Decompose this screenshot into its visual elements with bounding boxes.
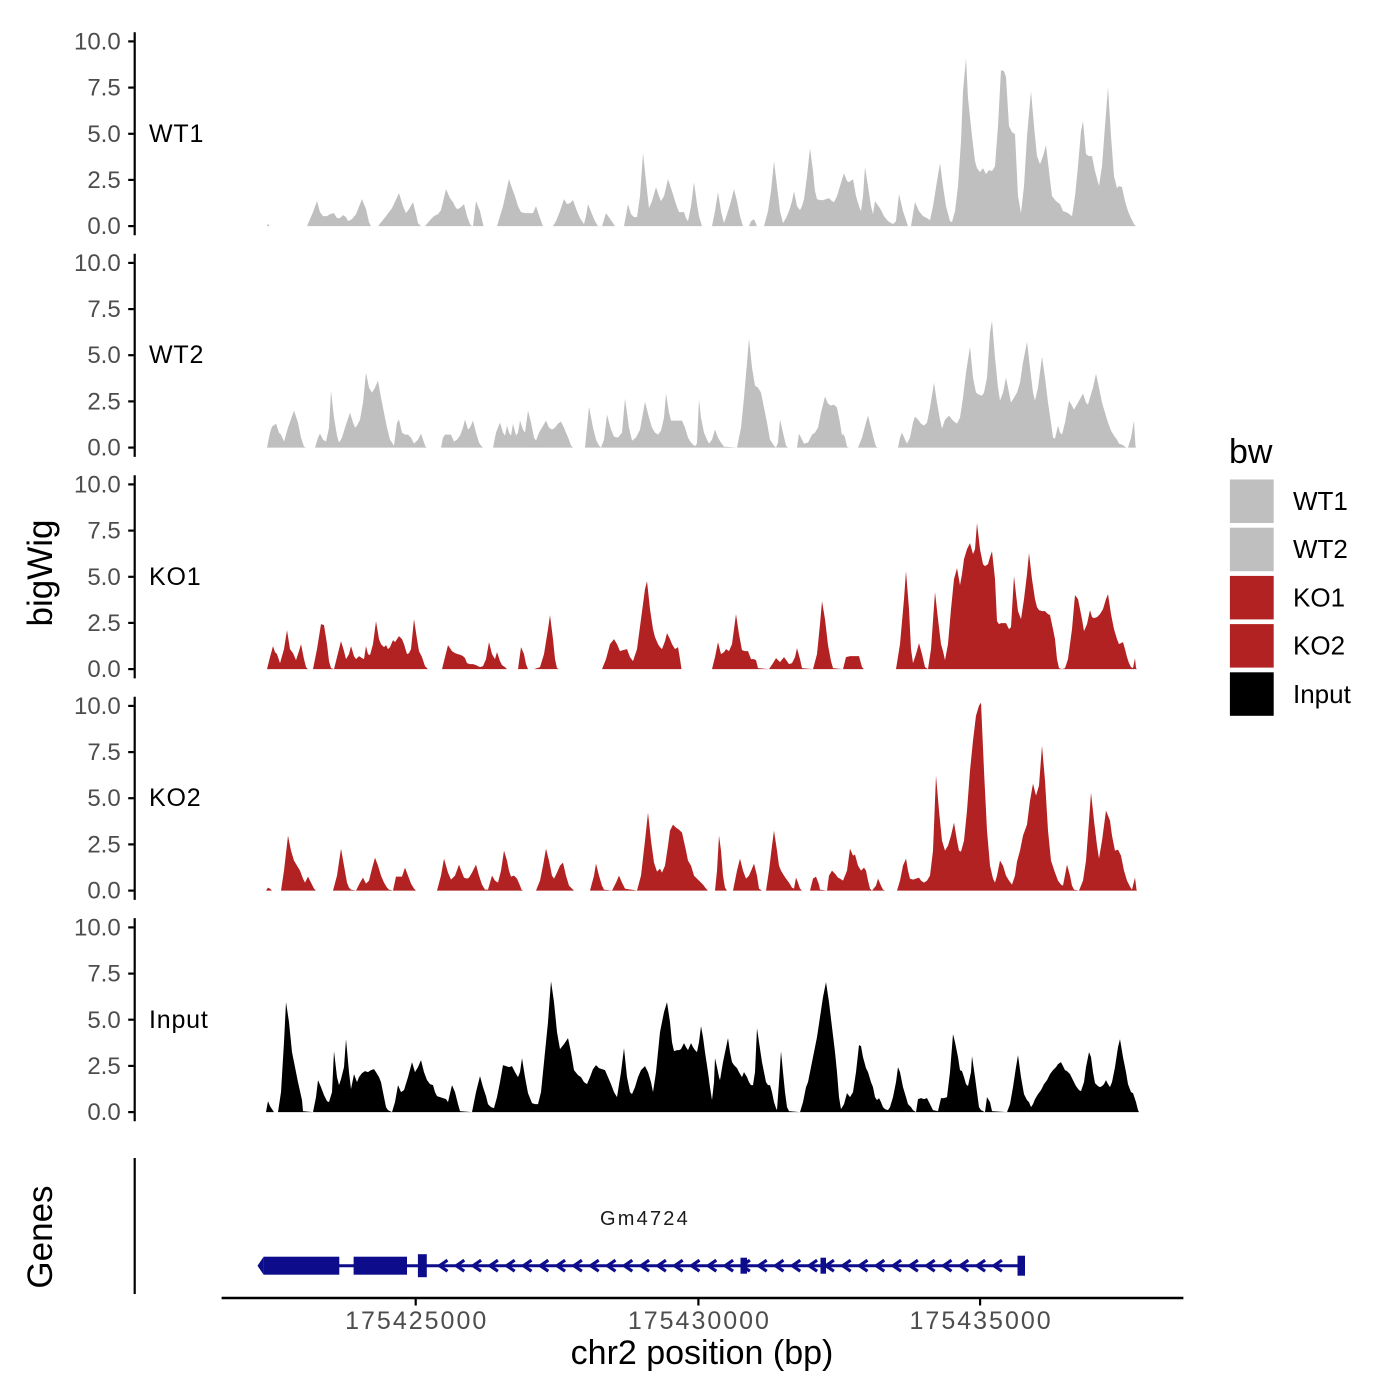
svg-text:0.0: 0.0 xyxy=(87,878,120,905)
svg-text:Genes: Genes xyxy=(21,1185,60,1288)
svg-text:Input: Input xyxy=(1293,679,1352,709)
svg-text:5.0: 5.0 xyxy=(87,564,120,591)
svg-text:WT2: WT2 xyxy=(1293,534,1348,564)
svg-text:5.0: 5.0 xyxy=(87,785,120,812)
svg-text:7.5: 7.5 xyxy=(87,296,120,323)
svg-text:bigWig: bigWig xyxy=(21,520,60,627)
svg-text:2.5: 2.5 xyxy=(87,388,120,415)
svg-text:175430000: 175430000 xyxy=(628,1307,771,1335)
svg-text:KO2: KO2 xyxy=(1293,631,1345,661)
svg-text:0.0: 0.0 xyxy=(87,213,120,240)
svg-text:7.5: 7.5 xyxy=(87,518,120,545)
svg-text:7.5: 7.5 xyxy=(87,75,120,102)
svg-text:2.5: 2.5 xyxy=(87,167,120,194)
svg-text:2.5: 2.5 xyxy=(87,831,120,858)
svg-text:Input: Input xyxy=(149,1006,209,1034)
svg-text:5.0: 5.0 xyxy=(87,1007,120,1034)
svg-text:2.5: 2.5 xyxy=(87,1053,120,1080)
svg-text:0.0: 0.0 xyxy=(87,1099,120,1126)
svg-text:WT2: WT2 xyxy=(149,341,204,369)
svg-text:10.0: 10.0 xyxy=(74,28,121,55)
svg-text:10.0: 10.0 xyxy=(74,914,121,941)
svg-text:5.0: 5.0 xyxy=(87,121,120,148)
svg-text:KO2: KO2 xyxy=(149,784,201,812)
svg-text:WT1: WT1 xyxy=(149,120,204,148)
svg-text:5.0: 5.0 xyxy=(87,342,120,369)
svg-text:175425000: 175425000 xyxy=(345,1307,488,1335)
svg-text:0.0: 0.0 xyxy=(87,435,120,462)
svg-text:7.5: 7.5 xyxy=(87,961,120,988)
svg-text:0.0: 0.0 xyxy=(87,656,120,683)
svg-text:175435000: 175435000 xyxy=(910,1307,1053,1335)
svg-text:chr2 position (bp): chr2 position (bp) xyxy=(571,1334,834,1372)
svg-text:bw: bw xyxy=(1229,433,1273,471)
svg-text:7.5: 7.5 xyxy=(87,739,120,766)
svg-text:Gm4724: Gm4724 xyxy=(600,1208,690,1230)
svg-text:2.5: 2.5 xyxy=(87,610,120,637)
svg-text:KO1: KO1 xyxy=(149,563,201,591)
svg-text:10.0: 10.0 xyxy=(74,471,121,498)
svg-text:KO1: KO1 xyxy=(1293,582,1345,612)
svg-text:WT1: WT1 xyxy=(1293,486,1348,516)
svg-text:10.0: 10.0 xyxy=(74,250,121,277)
svg-text:10.0: 10.0 xyxy=(74,693,121,720)
